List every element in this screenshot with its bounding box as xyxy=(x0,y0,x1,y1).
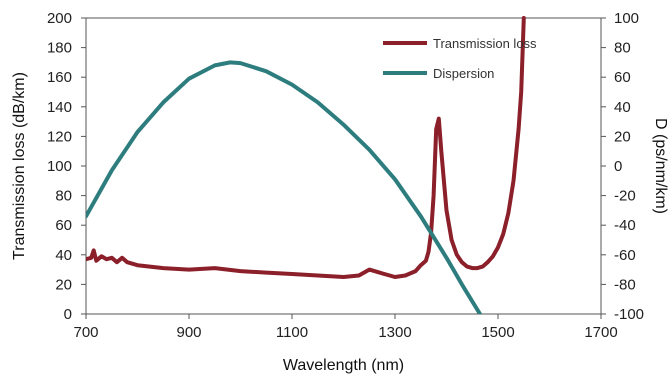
series-line-transmission-loss xyxy=(86,16,526,279)
y-left-tick-label: 140 xyxy=(47,99,72,116)
y-axis-label-left: Transmission loss (dB/km) xyxy=(11,72,28,260)
x-axis-label: Wavelength (nm) xyxy=(283,357,404,374)
y-ticks-right: -100 -80 -60 -40 -20 0 20 40 60 80 100 xyxy=(601,10,644,323)
legend: Transmission loss Dispersion xyxy=(383,36,537,81)
x-tick-label: 900 xyxy=(176,324,201,341)
legend-label-transmission-loss: Transmission loss xyxy=(433,36,537,51)
x-tick-label: 1500 xyxy=(481,324,514,341)
y-right-tick-label: 80 xyxy=(614,40,631,57)
y-right-tick-label: 100 xyxy=(614,10,639,27)
y-axis-label-right: D (ps/nm/km) xyxy=(652,118,669,214)
y-left-tick-label: 20 xyxy=(55,276,72,293)
y-right-tick-label: 40 xyxy=(614,99,631,116)
y-left-tick-label: 160 xyxy=(47,69,72,86)
y-right-tick-label: -100 xyxy=(614,306,644,323)
y-left-tick-label: 0 xyxy=(64,306,72,323)
y-left-tick-label: 40 xyxy=(55,247,72,264)
x-tick-label: 700 xyxy=(73,324,98,341)
legend-label-dispersion: Dispersion xyxy=(433,66,494,81)
y-left-tick-label: 80 xyxy=(55,188,72,205)
y-left-tick-label: 60 xyxy=(55,217,72,234)
x-ticks: 700 900 1100 1300 1500 1700 xyxy=(73,314,618,341)
x-tick-label: 1300 xyxy=(378,324,411,341)
series-line-dispersion xyxy=(86,60,482,314)
y-right-tick-label: -40 xyxy=(614,217,636,234)
x-tick-label: 1100 xyxy=(276,324,308,341)
series-layer xyxy=(86,16,526,314)
y-ticks-left: 0 20 40 60 80 100 120 140 160 180 200 xyxy=(47,10,86,323)
x-tick-label: 1700 xyxy=(584,324,617,341)
y-left-tick-label: 180 xyxy=(47,40,72,57)
y-right-tick-label: 20 xyxy=(614,128,631,145)
y-right-tick-label: -80 xyxy=(614,276,636,293)
y-left-tick-label: 100 xyxy=(47,158,72,175)
y-left-tick-label: 200 xyxy=(47,10,72,27)
y-right-tick-label: -60 xyxy=(614,247,636,264)
y-left-tick-label: 120 xyxy=(47,128,72,145)
y-right-tick-label: 60 xyxy=(614,69,631,86)
y-right-tick-label: 0 xyxy=(614,158,622,175)
y-right-tick-label: -20 xyxy=(614,188,636,205)
